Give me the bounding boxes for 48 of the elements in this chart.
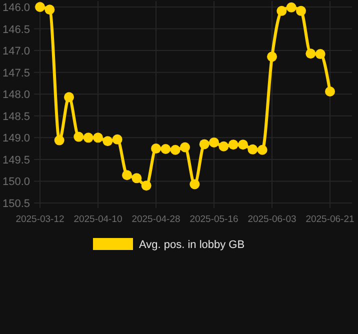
point (248, 144, 258, 154)
point (141, 180, 152, 191)
point (64, 92, 74, 102)
point (190, 179, 200, 190)
y-tick-label: 149.0 (2, 132, 30, 145)
point (296, 6, 306, 16)
point (306, 48, 316, 59)
point (122, 170, 132, 180)
point (132, 173, 142, 184)
point (112, 134, 122, 144)
point (93, 132, 103, 143)
point (267, 52, 277, 62)
point (286, 2, 296, 12)
point (209, 137, 219, 148)
point (218, 141, 229, 152)
y-tick-label: 147.0 (2, 46, 30, 58)
legend-label: Avg. pos. in lobby GB (139, 239, 245, 251)
x-tick-label: 2025-06-21 (306, 214, 354, 225)
point (151, 144, 161, 154)
point (257, 144, 268, 155)
y-tick-label: 150.5 (2, 198, 30, 210)
point (325, 86, 335, 96)
point (315, 49, 326, 60)
x-tick-label: 2025-04-10 (74, 214, 122, 225)
point (199, 139, 210, 150)
y-tick-label: 149.5 (2, 154, 30, 166)
x-tick-label: 2025-05-16 (190, 214, 238, 225)
point (180, 142, 190, 152)
x-tick-label: 2025-04-28 (132, 214, 180, 225)
point (74, 132, 84, 142)
point (54, 135, 64, 146)
y-tick-label: 148.5 (2, 110, 30, 123)
x-tick-label: 2025-03-12 (16, 214, 64, 225)
point (238, 140, 248, 150)
point (276, 6, 287, 16)
point (102, 136, 113, 146)
y-tick-label: 147.5 (2, 67, 30, 80)
y-tick-label: 146.0 (2, 2, 30, 14)
y-tick-label: 150.0 (2, 176, 30, 188)
y-tick-label: 146.5 (2, 24, 30, 36)
point (170, 144, 180, 155)
x-tick-label: 2025-06-03 (248, 214, 296, 225)
point (160, 144, 171, 154)
point (44, 4, 55, 15)
point (228, 140, 238, 150)
point (83, 132, 94, 143)
y-tick-label: 148.0 (2, 89, 30, 102)
point (35, 2, 45, 12)
